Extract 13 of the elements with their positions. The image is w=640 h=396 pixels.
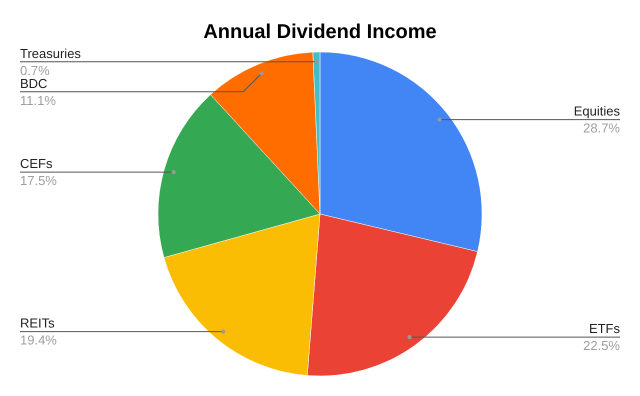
data-label: 11.1%: [20, 92, 56, 108]
data-label: 28.7%: [583, 120, 620, 136]
data-label: 19.4%: [20, 332, 58, 348]
slice-label: Equities: [574, 104, 620, 119]
chart-title: Annual Dividend Income: [203, 21, 437, 43]
slice-label: REITs: [20, 316, 56, 331]
slice-label: CEFs: [20, 156, 53, 172]
data-label: 22.5%: [583, 338, 620, 354]
slice-label: BDC: [20, 76, 48, 91]
data-label: 17.5%: [20, 173, 58, 188]
slice-label: Treasuries: [20, 46, 82, 61]
slice-label: ETFs: [588, 321, 620, 336]
data-label: 0.7%: [20, 62, 50, 78]
